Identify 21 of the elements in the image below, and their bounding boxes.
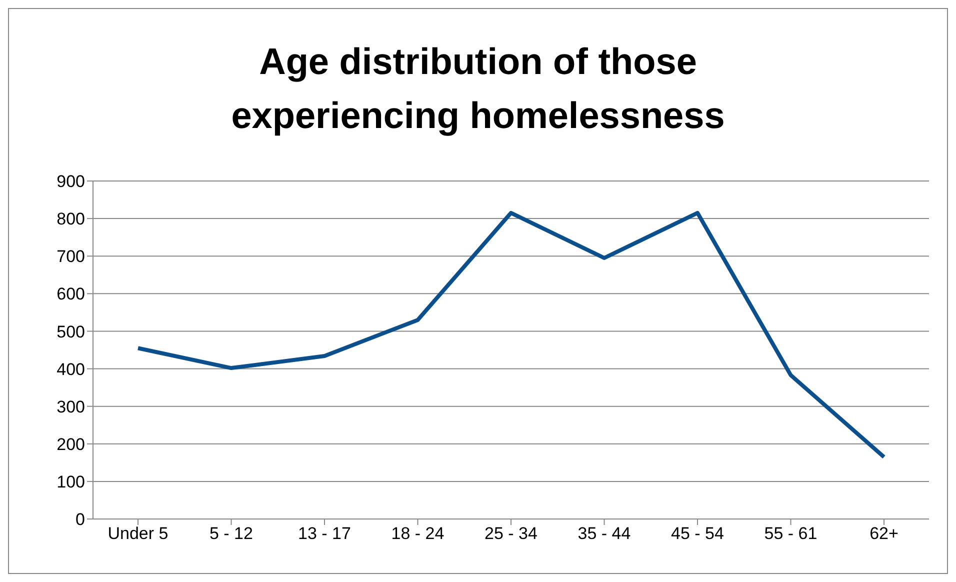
x-tick-label: 18 - 24 [391,524,444,544]
y-tick-label: 700 [56,247,85,266]
x-tick-label: 13 - 17 [298,524,351,544]
x-tick-label: 55 - 61 [764,524,818,544]
y-tick-label: 100 [56,472,85,492]
line-series [136,210,886,460]
x-tick-label: Under 5 [108,524,168,544]
x-tick-label: 25 - 34 [484,524,538,544]
x-tick-label: 35 - 44 [578,524,631,544]
x-tick-label: 5 - 12 [210,524,253,544]
y-tick-label: 900 [56,172,85,192]
y-tick-label: 500 [56,322,85,342]
y-tick-label: 200 [56,434,85,454]
y-tick-label: 600 [56,284,85,304]
y-tick-label: 400 [56,360,85,379]
chart-title: Age distribution of those experiencing homelessness [230,40,726,138]
y-tick-label: 300 [56,397,85,416]
x-tick-label: 62+ [870,524,898,544]
x-tick-label: 45 - 54 [671,524,724,544]
y-tick-label: 800 [56,210,85,229]
y-tick-label: 0 [76,510,85,530]
